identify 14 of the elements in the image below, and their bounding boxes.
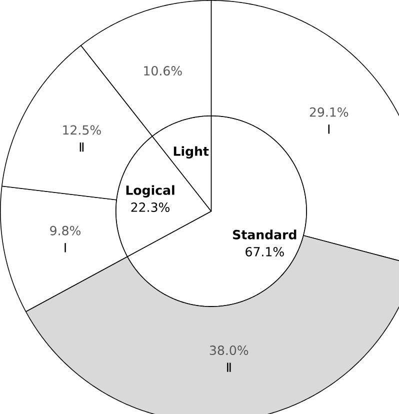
data-label: 29.1% [310,107,348,117]
data-label: 12.5% [63,125,101,135]
data-label: 9.8% [50,226,81,236]
slice-label: Ⅰ [64,243,66,252]
slice-label: Ⅱ [227,362,231,372]
data-label: 67.1% [246,246,284,256]
slice-label: Standard [233,230,296,240]
data-label: 38.0% [210,346,248,356]
slice-label: Logical [126,185,174,198]
data-label: 10.6% [144,66,182,76]
slice-label: Ⅱ [80,142,84,152]
data-label: 22.3% [131,202,170,212]
slice-label: Light [174,146,209,159]
slice-label: Ⅰ [328,124,330,134]
